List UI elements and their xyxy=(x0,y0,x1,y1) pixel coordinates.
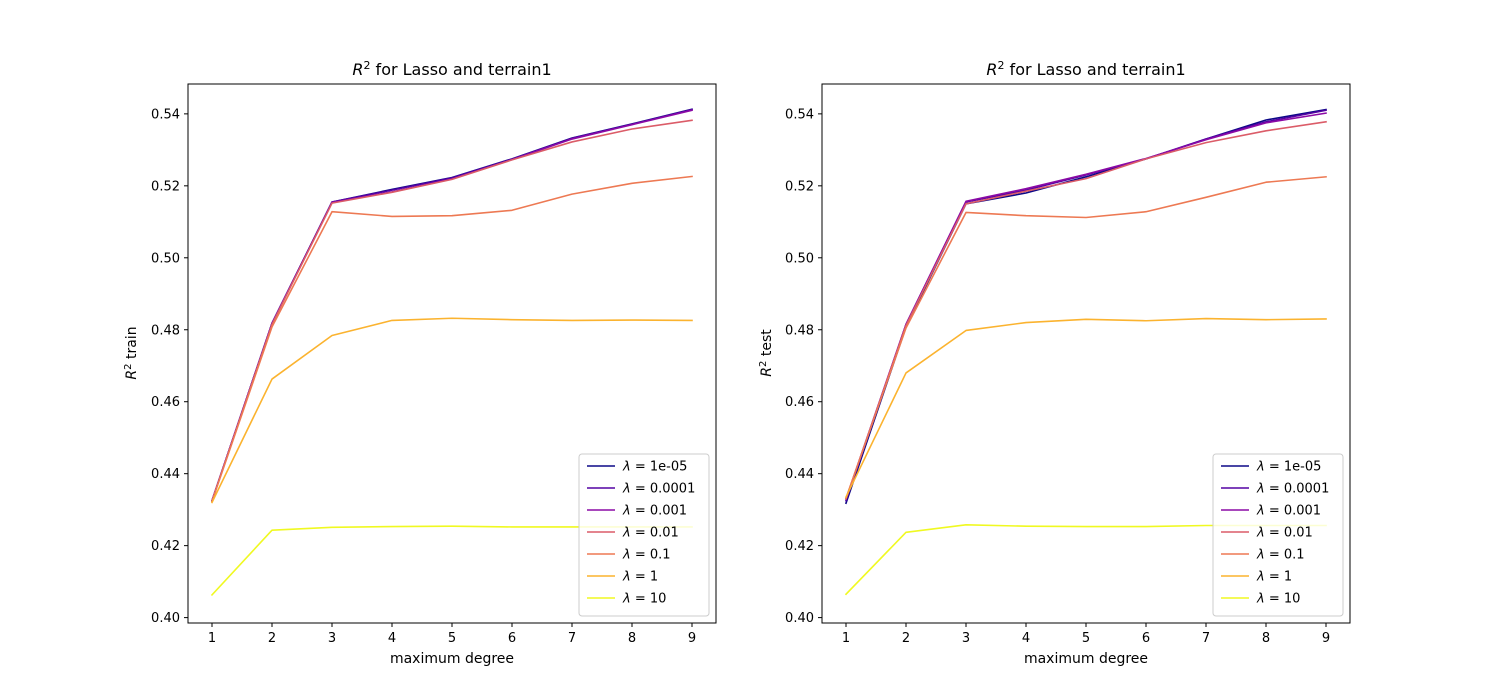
test-y-tick-label-7: 0.54 xyxy=(785,107,814,122)
test-y-tick-label-2: 0.44 xyxy=(785,467,814,482)
train-y-axis-label: R2 train xyxy=(123,326,141,379)
test-x-tick-label-8: 9 xyxy=(1322,631,1330,646)
test-y-tick-label-6: 0.52 xyxy=(785,179,814,194)
test-chart-title: R2 for Lasso and terrain1 xyxy=(986,59,1185,80)
train-legend: λ = 1e-05 λ = 0.0001 λ = 0.001 λ = 0.01 λ = … xyxy=(578,453,710,617)
train-plot-area: 1 2 3 4 5 6 7 8 9 0.40 0.42 0.44 0.46 0.48 0.50 0.52 0.5… xyxy=(151,83,717,646)
train-legend-label-1: λ = 0.0001 xyxy=(622,482,695,497)
train-legend-label-2: λ = 0.001 xyxy=(622,504,687,519)
test-y-tick-label-5: 0.50 xyxy=(785,251,814,266)
train-y-tick-label-0: 0.40 xyxy=(151,611,180,626)
train-y-tick-label-7: 0.54 xyxy=(151,107,180,122)
train-x-tick-label-1: 2 xyxy=(268,631,276,646)
test-y-tick-label-0: 0.40 xyxy=(785,611,814,626)
train-series-line-5 xyxy=(210,317,693,504)
test-x-tick-label-5: 6 xyxy=(1142,631,1150,646)
train-y-tick-label-5: 0.50 xyxy=(151,251,180,266)
test-x-tick-label-6: 7 xyxy=(1202,631,1210,646)
test-legend-label-5: λ = 1 xyxy=(1256,570,1292,585)
train-y-tick-label-2: 0.44 xyxy=(151,467,180,482)
train-series-line-3 xyxy=(210,119,693,503)
test-x-tick-label-4: 5 xyxy=(1082,631,1090,646)
test-x-axis-label: maximum degree xyxy=(1024,651,1148,667)
train-legend-label-6: λ = 10 xyxy=(622,592,666,607)
train-x-tick-label-6: 7 xyxy=(568,631,576,646)
test-x-tick-label-0: 1 xyxy=(842,631,850,646)
test-y-axis-label: R2 test xyxy=(758,329,776,377)
test-series-line-5 xyxy=(844,317,1327,499)
test-legend: λ = 1e-05 λ = 0.0001 λ = 0.001 λ = 0.01 λ = … xyxy=(1212,453,1344,617)
test-legend-label-2: λ = 0.001 xyxy=(1256,504,1321,519)
train-x-tick-label-5: 6 xyxy=(508,631,516,646)
train-x-tick-label-0: 1 xyxy=(208,631,216,646)
test-x-tick-label-1: 2 xyxy=(902,631,910,646)
train-legend-label-4: λ = 0.1 xyxy=(622,548,671,563)
test-legend-label-4: λ = 0.1 xyxy=(1256,548,1305,563)
test-legend-label-6: λ = 10 xyxy=(1256,592,1300,607)
train-y-tick-label-3: 0.46 xyxy=(151,395,180,410)
train-chart-title: R2 for Lasso and terrain1 xyxy=(352,59,551,80)
train-x-tick-label-8: 9 xyxy=(688,631,696,646)
train-legend-label-5: λ = 1 xyxy=(622,570,658,585)
test-y-tick-label-1: 0.42 xyxy=(785,539,814,554)
test-plot-area: 1 2 3 4 5 6 7 8 9 0.40 0.42 0.44 0.46 0.48 0.50 0.52 0.5… xyxy=(785,83,1351,646)
train-legend-label-3: λ = 0.01 xyxy=(622,526,679,541)
train-y-tick-label-4: 0.48 xyxy=(151,323,180,338)
train-y-tick-label-1: 0.42 xyxy=(151,539,180,554)
test-series-line-4 xyxy=(844,175,1327,500)
train-x-tick-label-2: 3 xyxy=(328,631,336,646)
test-y-tick-label-3: 0.46 xyxy=(785,395,814,410)
train-y-tick-label-6: 0.52 xyxy=(151,179,180,194)
test-series-line-3 xyxy=(844,120,1327,500)
test-legend-label-1: λ = 0.0001 xyxy=(1256,482,1329,497)
test-legend-label-0: λ = 1e-05 xyxy=(1256,460,1321,475)
test-chart-panel: R2 for Lasso and terrain1 maximum degree… xyxy=(758,59,1351,667)
train-x-tick-label-3: 4 xyxy=(388,631,396,646)
train-x-tick-label-4: 5 xyxy=(448,631,456,646)
test-legend-label-3: λ = 0.01 xyxy=(1256,526,1313,541)
train-series-line-4 xyxy=(210,175,693,503)
train-chart-panel: R2 for Lasso and terrain1 maximum degree… xyxy=(123,59,717,667)
train-x-tick-label-7: 8 xyxy=(628,631,636,646)
test-x-tick-label-2: 3 xyxy=(962,631,970,646)
train-x-axis-label: maximum degree xyxy=(390,651,514,667)
test-y-tick-label-4: 0.48 xyxy=(785,323,814,338)
test-x-tick-label-7: 8 xyxy=(1262,631,1270,646)
train-legend-label-0: λ = 1e-05 xyxy=(622,460,687,475)
test-x-tick-label-3: 4 xyxy=(1022,631,1030,646)
